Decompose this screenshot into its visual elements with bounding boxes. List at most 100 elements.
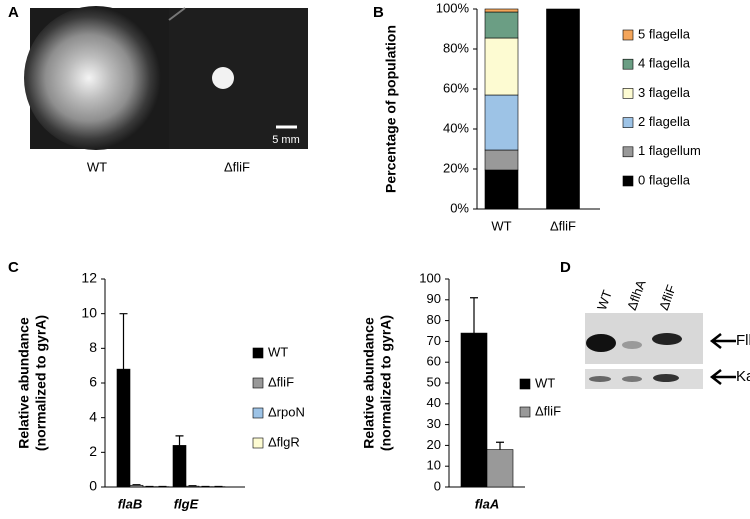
legend-swatch — [622, 88, 634, 99]
band-label: KatA — [736, 368, 750, 385]
y-tick-label: 40% — [443, 120, 469, 135]
y-tick-label: 6 — [89, 374, 97, 390]
y-tick-label: 100% — [436, 0, 470, 15]
error-bar — [496, 441, 504, 450]
y-tick-label: 80 — [427, 312, 441, 327]
lane-label: ΔflhA — [624, 278, 649, 313]
y-tick-label: 2 — [89, 443, 97, 459]
legend-label: ΔfliF — [268, 374, 294, 389]
panel-letter: C — [8, 259, 19, 276]
y-tick-label: 50 — [427, 374, 441, 389]
legend-label: WT — [268, 344, 288, 359]
y-axis-label: Percentage of population — [383, 25, 399, 193]
image-label: ΔfliF — [224, 159, 250, 174]
legend-swatch — [622, 146, 634, 158]
legend-label: 3 flagella — [638, 85, 691, 100]
error-bar — [132, 484, 141, 486]
bar-segment — [484, 37, 519, 96]
y-tick-label: 0% — [450, 200, 469, 215]
legend-swatch — [519, 406, 531, 418]
y-tick-label: 90 — [427, 291, 441, 306]
y-tick-label: 100 — [419, 270, 441, 285]
y-tick-label: 20 — [427, 437, 441, 452]
legend-label: ΔrpoN — [268, 404, 305, 419]
y-tick-label: 10 — [81, 304, 97, 320]
y-tick-label: 60% — [443, 80, 469, 95]
image-label: WT — [87, 159, 107, 174]
arrow — [709, 333, 736, 349]
legend-swatch — [622, 175, 634, 187]
bar-segment — [484, 94, 519, 151]
legend-swatch — [622, 29, 634, 41]
arrow — [709, 369, 736, 385]
y-tick-label: 12 — [81, 270, 97, 286]
legend-swatch — [622, 117, 634, 128]
y-tick-label: 4 — [89, 408, 97, 424]
y-tick-label: 70 — [427, 333, 441, 348]
band-label: FlhA — [736, 332, 750, 349]
y-tick-label: 20% — [443, 160, 469, 175]
legend-swatch — [252, 437, 264, 449]
y-tick-label: 40 — [427, 395, 441, 410]
legend-label: ΔflgR — [268, 434, 300, 449]
legend-label: 0 flagella — [638, 172, 691, 187]
x-tick-label: ΔfliF — [550, 218, 576, 233]
legend-swatch — [252, 347, 264, 359]
y-tick-label: 8 — [89, 339, 97, 355]
blot-band — [652, 333, 682, 345]
blot-band — [653, 374, 679, 382]
error-bar — [119, 313, 128, 370]
bar-segment — [484, 11, 519, 39]
y-axis-label: (normalized to gyrA) — [33, 315, 49, 451]
scale-label: 5 mm — [272, 134, 300, 146]
y-tick-label: 60 — [427, 354, 441, 369]
legend-label: ΔfliF — [535, 403, 561, 418]
legend-swatch — [519, 378, 531, 390]
panel-letter: A — [8, 4, 19, 21]
blot-band — [622, 341, 642, 349]
panel-letter: D — [560, 259, 571, 276]
legend-swatch — [252, 377, 264, 389]
y-axis-label: Relative abundance — [361, 317, 377, 449]
y-tick-label: 80% — [443, 40, 469, 55]
x-tick-label: WT — [491, 218, 511, 233]
legend-label: 2 flagella — [638, 114, 691, 129]
colony — [212, 67, 234, 89]
legend-label: WT — [535, 375, 555, 390]
bar-segment — [546, 8, 580, 210]
y-tick-label: 0 — [434, 478, 441, 493]
legend-swatch — [622, 58, 634, 70]
x-tick-label: flaA — [475, 496, 500, 511]
bar-segment — [484, 169, 519, 210]
bar — [486, 449, 514, 488]
lane-label: WT — [594, 288, 615, 312]
bar — [129, 484, 144, 488]
bar — [116, 368, 131, 488]
blot-image — [585, 369, 703, 389]
legend-swatch — [252, 407, 264, 419]
blot-band — [622, 376, 642, 382]
blot-band — [586, 334, 616, 352]
lane-label: ΔfliF — [656, 283, 679, 313]
y-axis-label: (normalized to gyrA) — [378, 315, 394, 451]
error-bar — [175, 435, 184, 446]
y-tick-label: 10 — [427, 458, 441, 473]
y-tick-label: 30 — [427, 416, 441, 431]
error-bar — [470, 297, 478, 334]
panel-letter: B — [373, 4, 384, 21]
blot-band — [589, 376, 611, 382]
legend-label: 5 flagella — [638, 26, 691, 41]
legend-label: 1 flagellum — [638, 143, 701, 158]
y-tick-label: 0 — [89, 478, 97, 494]
x-tick-label: flgE — [174, 496, 199, 511]
legend-label: 4 flagella — [638, 56, 691, 71]
bar — [172, 445, 187, 488]
bar-segment — [484, 149, 519, 171]
x-tick-label: flaB — [118, 496, 143, 511]
bar — [460, 332, 488, 488]
plate-edge — [168, 7, 186, 21]
y-axis-label: Relative abundance — [16, 317, 32, 449]
swarm-zone — [24, 6, 168, 150]
bar-segment — [484, 8, 519, 13]
